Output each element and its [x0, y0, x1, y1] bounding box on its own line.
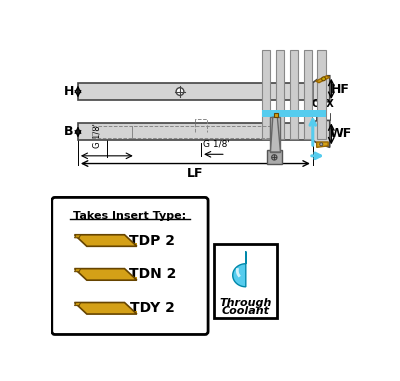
Text: Takes Insert Type:: Takes Insert Type:	[73, 211, 186, 221]
Bar	[262, 110, 270, 117]
Text: TDN 2: TDN 2	[129, 267, 176, 282]
Bar	[270, 110, 276, 117]
Bar	[78, 123, 313, 141]
Text: Through: Through	[220, 298, 272, 308]
Bar	[284, 110, 290, 117]
Polygon shape	[87, 243, 137, 246]
Polygon shape	[74, 303, 137, 314]
Bar	[318, 50, 326, 139]
Polygon shape	[74, 235, 81, 238]
Text: G 1/8': G 1/8'	[93, 123, 102, 148]
Text: G 1/8': G 1/8'	[203, 140, 230, 149]
Bar	[270, 117, 280, 152]
Polygon shape	[316, 76, 330, 83]
Text: HF: HF	[331, 83, 350, 96]
Text: LF: LF	[187, 167, 204, 180]
Polygon shape	[274, 114, 278, 117]
Bar	[304, 110, 312, 117]
Bar	[298, 110, 304, 117]
Polygon shape	[267, 150, 282, 163]
Polygon shape	[233, 251, 246, 287]
Bar	[290, 110, 298, 117]
Polygon shape	[74, 269, 81, 272]
Polygon shape	[313, 120, 330, 147]
Bar	[304, 50, 312, 139]
Bar	[262, 50, 270, 139]
Polygon shape	[317, 142, 328, 147]
Text: TDY 2: TDY 2	[130, 301, 175, 315]
Polygon shape	[87, 277, 137, 280]
Text: B: B	[64, 125, 74, 138]
Polygon shape	[270, 117, 280, 152]
Text: CDX: CDX	[312, 99, 334, 109]
Circle shape	[322, 77, 326, 81]
Bar	[214, 244, 277, 317]
Bar	[312, 110, 318, 117]
Bar	[290, 50, 298, 139]
Bar	[78, 83, 313, 100]
Polygon shape	[74, 303, 81, 306]
Polygon shape	[74, 235, 137, 246]
Text: TDP 2: TDP 2	[130, 234, 176, 248]
Circle shape	[176, 88, 184, 95]
Polygon shape	[313, 76, 330, 102]
Bar	[318, 110, 326, 117]
Text: H: H	[64, 85, 74, 98]
Circle shape	[320, 143, 323, 146]
Text: WF: WF	[329, 127, 352, 140]
Polygon shape	[87, 311, 137, 314]
Circle shape	[272, 155, 277, 160]
Text: Coolant: Coolant	[222, 306, 270, 315]
FancyBboxPatch shape	[52, 197, 208, 335]
Bar	[276, 50, 284, 139]
Polygon shape	[74, 269, 137, 280]
Bar	[276, 110, 284, 117]
